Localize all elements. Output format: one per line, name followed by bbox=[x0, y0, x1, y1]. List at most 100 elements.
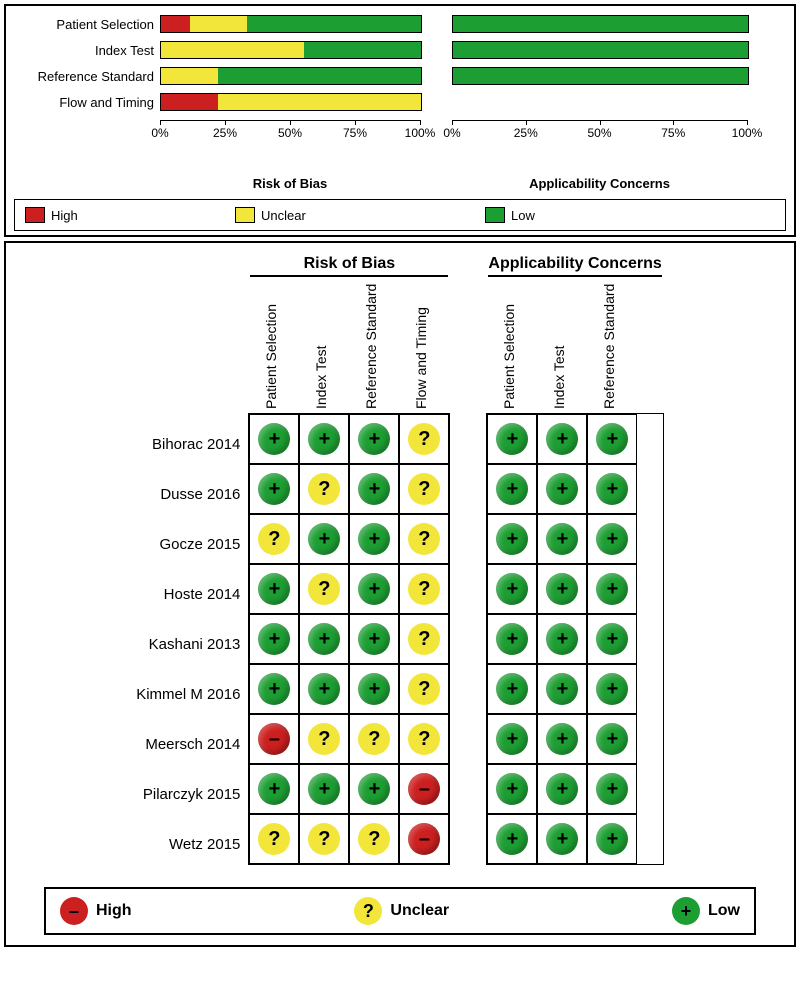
status-dot-low: + bbox=[358, 673, 390, 705]
table-row: +++ bbox=[487, 764, 662, 814]
status-dot-unclear: ? bbox=[258, 823, 290, 855]
bar-track bbox=[452, 67, 749, 85]
axis-tick-label: 75% bbox=[661, 126, 685, 140]
legend-item-unclear: ?Unclear bbox=[354, 897, 449, 925]
study-label: Kashani 2013 bbox=[136, 619, 248, 669]
grid-cell: + bbox=[299, 614, 349, 664]
bar-track bbox=[452, 41, 749, 59]
axis-tick-label: 75% bbox=[343, 126, 367, 140]
grid-cell: ? bbox=[349, 714, 399, 764]
grid-cell: + bbox=[537, 514, 587, 564]
bar-track bbox=[160, 93, 422, 111]
status-dot-unclear: ? bbox=[408, 423, 440, 455]
status-dot-low: + bbox=[308, 423, 340, 455]
status-dot-unclear: ? bbox=[408, 673, 440, 705]
grid-cell: ? bbox=[399, 464, 449, 514]
grid-cell: + bbox=[249, 464, 299, 514]
axis-tick-label: 25% bbox=[213, 126, 237, 140]
status-dot-low: + bbox=[546, 623, 578, 655]
risk-grid-block: Risk of Bias Patient SelectionIndex Test… bbox=[248, 255, 450, 869]
status-dot-low: + bbox=[358, 473, 390, 505]
legend-swatch bbox=[235, 207, 255, 223]
table-row: –??? bbox=[249, 714, 449, 764]
grid-wrap: Bihorac 2014Dusse 2016Gocze 2015Hoste 20… bbox=[14, 255, 786, 869]
status-dot-low: + bbox=[546, 523, 578, 555]
status-dot-low: + bbox=[596, 573, 628, 605]
status-dot-low: + bbox=[358, 573, 390, 605]
legend-item-low: Low bbox=[485, 207, 535, 223]
study-label: Wetz 2015 bbox=[136, 819, 248, 869]
grid-cell: + bbox=[537, 814, 587, 864]
status-dot-unclear: ? bbox=[258, 523, 290, 555]
bar-segment-unclear bbox=[190, 16, 247, 32]
legend-item-high: High bbox=[25, 207, 78, 223]
legend-dot-high: – bbox=[60, 897, 88, 925]
legend-swatch bbox=[485, 207, 505, 223]
axis-tick-label: 0% bbox=[443, 126, 460, 140]
grid-cell: + bbox=[487, 564, 537, 614]
grid-cell: ? bbox=[399, 514, 449, 564]
table-row: +++ bbox=[487, 514, 662, 564]
status-dot-low: + bbox=[258, 623, 290, 655]
status-dot-low: + bbox=[596, 523, 628, 555]
top-legend: HighUnclearLow bbox=[14, 199, 786, 231]
grid-cell: ? bbox=[299, 714, 349, 764]
table-row: +?+? bbox=[249, 464, 449, 514]
table-row: + + +? bbox=[249, 664, 449, 714]
grid-cell: + bbox=[487, 614, 537, 664]
status-dot-low: + bbox=[258, 673, 290, 705]
status-dot-low: + bbox=[596, 623, 628, 655]
legend-swatch bbox=[25, 207, 45, 223]
grid-cell: + bbox=[587, 614, 637, 664]
grid-cell: + bbox=[537, 614, 587, 664]
risk-axis-title: Risk of Bias bbox=[160, 176, 420, 191]
bar-row: Flow and Timing bbox=[14, 92, 422, 112]
study-labels: Bihorac 2014Dusse 2016Gocze 2015Hoste 20… bbox=[136, 419, 248, 869]
legend-label: Low bbox=[708, 902, 740, 920]
status-dot-low: + bbox=[596, 673, 628, 705]
grid-cell: + bbox=[249, 564, 299, 614]
table-row: + + + bbox=[487, 614, 662, 664]
grid-cell: + bbox=[537, 764, 587, 814]
bar-segment-high bbox=[161, 16, 190, 32]
grid-cell: + bbox=[299, 514, 349, 564]
axis-tick-label: 50% bbox=[587, 126, 611, 140]
status-dot-low: + bbox=[308, 523, 340, 555]
bar-segment-unclear bbox=[161, 68, 218, 84]
bar-segment-unclear bbox=[218, 94, 421, 110]
bar-row bbox=[452, 40, 749, 60]
bar-row: Reference Standard bbox=[14, 66, 422, 86]
legend-dot-low: + bbox=[672, 897, 700, 925]
bar-track bbox=[160, 41, 422, 59]
grid-cell: + bbox=[299, 764, 349, 814]
status-dot-unclear: ? bbox=[408, 473, 440, 505]
applic-grid-block: Applicability Concerns Patient Selection… bbox=[486, 255, 663, 869]
grid-cell: + bbox=[249, 414, 299, 464]
grid-cell: + bbox=[537, 714, 587, 764]
axis-tick-label: 0% bbox=[151, 126, 168, 140]
grid-cell: ? bbox=[299, 564, 349, 614]
legend-dot-unclear: ? bbox=[354, 897, 382, 925]
applic-grid-title: Applicability Concerns bbox=[488, 255, 661, 277]
bar-label: Index Test bbox=[14, 43, 160, 58]
axis-tick-label: 100% bbox=[405, 126, 436, 140]
axis-tick-label: 25% bbox=[514, 126, 538, 140]
status-dot-unclear: ? bbox=[408, 573, 440, 605]
status-dot-unclear: ? bbox=[358, 823, 390, 855]
column-header: Flow and Timing bbox=[398, 283, 448, 413]
status-dot-low: + bbox=[546, 473, 578, 505]
applic-axis-title: Applicability Concerns bbox=[452, 176, 747, 191]
grid-cell: + bbox=[587, 514, 637, 564]
grid-cell: + bbox=[249, 764, 299, 814]
column-header: Reference Standard bbox=[348, 283, 398, 413]
bottom-legend: –High?Unclear+Low bbox=[44, 887, 756, 935]
status-dot-low: + bbox=[308, 623, 340, 655]
study-label: Pilarczyk 2015 bbox=[136, 769, 248, 819]
status-dot-low: + bbox=[358, 423, 390, 455]
status-dot-high: – bbox=[408, 823, 440, 855]
grid-cell: + bbox=[349, 614, 399, 664]
bar-row: Patient Selection bbox=[14, 14, 422, 34]
grid-cell: ? bbox=[349, 814, 399, 864]
status-dot-low: + bbox=[308, 673, 340, 705]
status-dot-low: + bbox=[596, 423, 628, 455]
